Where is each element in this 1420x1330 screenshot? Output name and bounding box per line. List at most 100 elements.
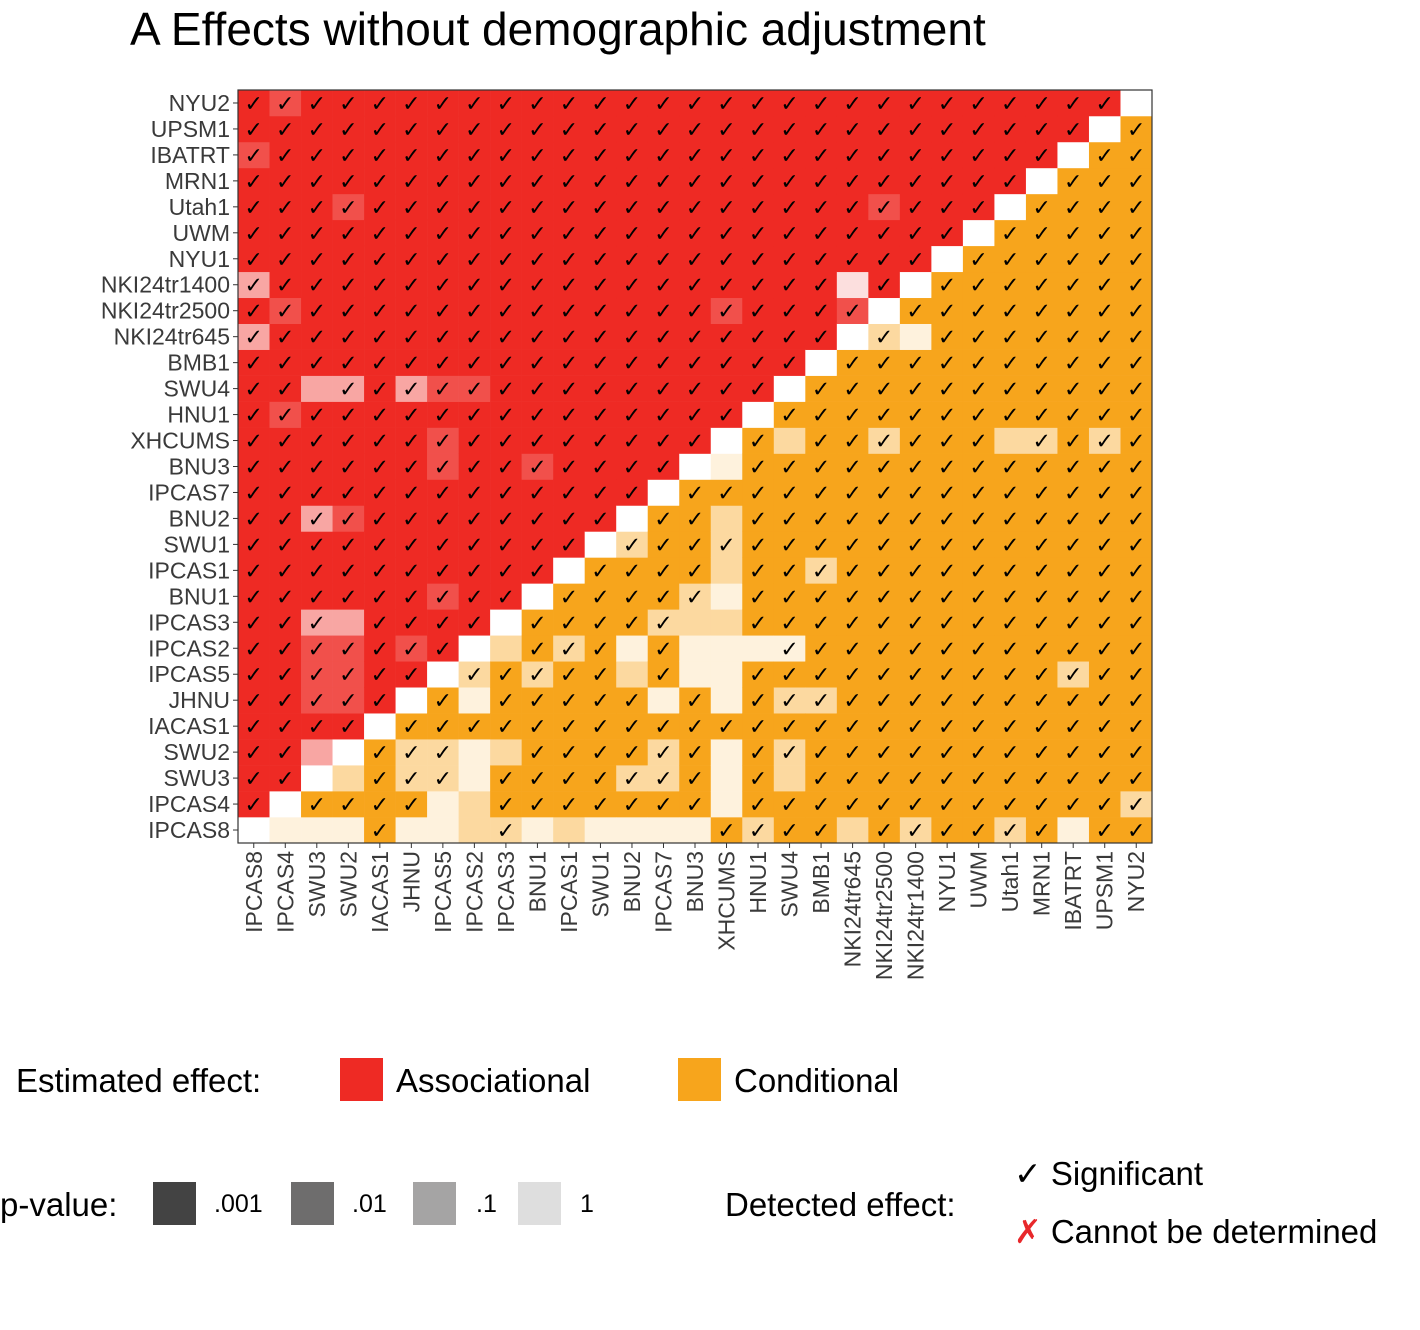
heatmap-cell bbox=[1025, 479, 1058, 506]
heatmap-cell bbox=[1057, 297, 1090, 324]
significant-check-mark: ✓ bbox=[843, 741, 861, 766]
significant-check-mark: ✓ bbox=[528, 611, 546, 636]
heatmap-cell bbox=[679, 193, 712, 221]
heatmap-cell bbox=[490, 609, 522, 636]
significant-check-mark: ✓ bbox=[812, 637, 830, 662]
cross-icon: ✗ bbox=[1014, 1213, 1042, 1250]
significant-check-mark: ✓ bbox=[686, 170, 704, 195]
heatmap-cell bbox=[584, 427, 617, 454]
significant-check-mark: ✓ bbox=[780, 715, 798, 740]
significant-check-mark: ✓ bbox=[308, 637, 326, 662]
significant-check-mark: ✓ bbox=[339, 352, 357, 377]
heatmap-cell bbox=[269, 375, 302, 402]
significant-check-mark: ✓ bbox=[528, 430, 546, 455]
heatmap-cell bbox=[553, 90, 585, 117]
x-tick-label: UPSM1 bbox=[1092, 851, 1118, 930]
heatmap-cell bbox=[616, 245, 649, 273]
significant-check-mark: ✓ bbox=[434, 300, 452, 325]
significant-check-mark: ✓ bbox=[875, 404, 893, 429]
significant-check-mark: ✓ bbox=[1032, 404, 1050, 429]
heatmap-cell bbox=[584, 557, 617, 584]
heatmap-cell bbox=[616, 375, 649, 402]
heatmap-cell bbox=[994, 375, 1027, 402]
significant-check-mark: ✓ bbox=[812, 611, 830, 636]
heatmap-cell bbox=[616, 557, 649, 584]
heatmap-cell bbox=[553, 375, 585, 402]
significant-check-mark: ✓ bbox=[371, 767, 389, 792]
heatmap-cell bbox=[931, 167, 964, 195]
significant-check-mark: ✓ bbox=[591, 559, 609, 584]
heatmap-cell bbox=[521, 713, 554, 740]
y-tick-label: Utah1 bbox=[169, 194, 230, 220]
heatmap-cell bbox=[1088, 557, 1121, 584]
heatmap-cell bbox=[301, 661, 333, 688]
x-tick-label: JHNU bbox=[398, 851, 424, 912]
heatmap-cell bbox=[647, 609, 680, 636]
heatmap-cell bbox=[931, 375, 964, 402]
heatmap-cell bbox=[805, 609, 838, 636]
heatmap-cell bbox=[994, 349, 1027, 376]
significant-check-mark: ✓ bbox=[906, 92, 924, 117]
heatmap-cell bbox=[332, 791, 365, 818]
significant-check-mark: ✓ bbox=[969, 507, 987, 532]
heatmap-cell bbox=[332, 739, 365, 766]
significant-check-mark: ✓ bbox=[434, 715, 452, 740]
heatmap-cell bbox=[868, 323, 901, 350]
heatmap-cell bbox=[679, 323, 712, 350]
significant-check-mark: ✓ bbox=[402, 274, 420, 299]
heatmap-cell bbox=[868, 167, 901, 195]
heatmap-cell bbox=[584, 167, 617, 195]
heatmap-cell bbox=[490, 661, 522, 688]
significant-check-mark: ✓ bbox=[497, 196, 515, 221]
heatmap-cell bbox=[521, 739, 554, 766]
heatmap-cell bbox=[395, 193, 428, 221]
significant-check-mark: ✓ bbox=[812, 793, 830, 818]
heatmap-cell bbox=[1025, 635, 1058, 662]
significant-check-mark: ✓ bbox=[245, 689, 263, 714]
significant-check-mark: ✓ bbox=[497, 274, 515, 299]
heatmap-cell bbox=[647, 297, 680, 324]
heatmap-cell bbox=[710, 635, 743, 662]
significant-check-mark: ✓ bbox=[843, 300, 861, 325]
significant-check-mark: ✓ bbox=[654, 326, 672, 351]
heatmap-cell bbox=[899, 167, 932, 195]
significant-check-mark: ✓ bbox=[780, 819, 798, 844]
legend-undetermined-label: Cannot be determined bbox=[1050, 1213, 1378, 1250]
heatmap-cell bbox=[868, 479, 901, 506]
significant-check-mark: ✓ bbox=[780, 170, 798, 195]
heatmap-cell bbox=[1088, 687, 1121, 714]
heatmap-cell bbox=[616, 167, 649, 195]
heatmap-cell bbox=[458, 115, 491, 143]
heatmap-cell bbox=[364, 479, 396, 506]
significant-check-mark: ✓ bbox=[623, 715, 641, 740]
significant-check-mark: ✓ bbox=[560, 585, 578, 610]
check-icon: ✓ bbox=[1014, 1155, 1042, 1192]
heatmap-cell bbox=[710, 141, 743, 169]
heatmap-cell bbox=[1088, 817, 1121, 844]
significant-check-mark: ✓ bbox=[843, 196, 861, 221]
significant-check-mark: ✓ bbox=[1127, 533, 1145, 558]
heatmap-cell bbox=[994, 557, 1027, 584]
significant-check-mark: ✓ bbox=[371, 144, 389, 169]
significant-check-mark: ✓ bbox=[276, 741, 294, 766]
heatmap-cell bbox=[647, 479, 680, 506]
significant-check-mark: ✓ bbox=[749, 92, 767, 117]
significant-check-mark: ✓ bbox=[591, 300, 609, 325]
heatmap-cell bbox=[868, 141, 901, 169]
heatmap-cell bbox=[332, 817, 365, 844]
significant-check-mark: ✓ bbox=[969, 378, 987, 403]
heatmap-cell bbox=[490, 479, 522, 506]
heatmap-cell bbox=[742, 349, 775, 376]
significant-check-mark: ✓ bbox=[969, 196, 987, 221]
heatmap-cell bbox=[616, 193, 649, 221]
significant-check-mark: ✓ bbox=[402, 300, 420, 325]
y-tick-label: SWU1 bbox=[164, 531, 230, 557]
heatmap-cell bbox=[301, 609, 333, 636]
heatmap-cell bbox=[395, 167, 428, 195]
heatmap-cell bbox=[962, 219, 995, 247]
significant-check-mark: ✓ bbox=[938, 767, 956, 792]
heatmap-cell bbox=[1057, 427, 1090, 454]
significant-check-mark: ✓ bbox=[434, 741, 452, 766]
heatmap-cell bbox=[553, 609, 585, 636]
significant-check-mark: ✓ bbox=[402, 92, 420, 117]
